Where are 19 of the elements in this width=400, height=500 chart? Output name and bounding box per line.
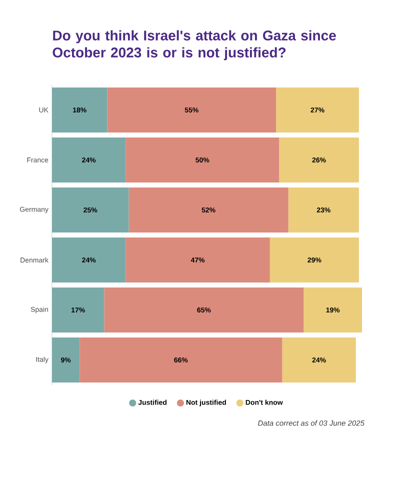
bar [107, 88, 276, 132]
bar [52, 138, 126, 182]
bar [52, 288, 104, 332]
bar [128, 188, 288, 232]
bar [104, 288, 304, 332]
bar [52, 338, 80, 382]
bar [126, 138, 280, 182]
bar [279, 138, 359, 182]
chart-title: Do you think Israel's attack on Gaza since October 2023 is or is not justified? [52, 30, 336, 60]
bar [80, 338, 282, 382]
bar [52, 238, 126, 282]
bar [52, 88, 108, 132]
bar [282, 338, 356, 382]
bar [288, 188, 359, 232]
bar [270, 238, 359, 282]
bar [304, 288, 362, 332]
bar [126, 238, 270, 282]
bar [276, 88, 359, 132]
bar [52, 188, 129, 232]
